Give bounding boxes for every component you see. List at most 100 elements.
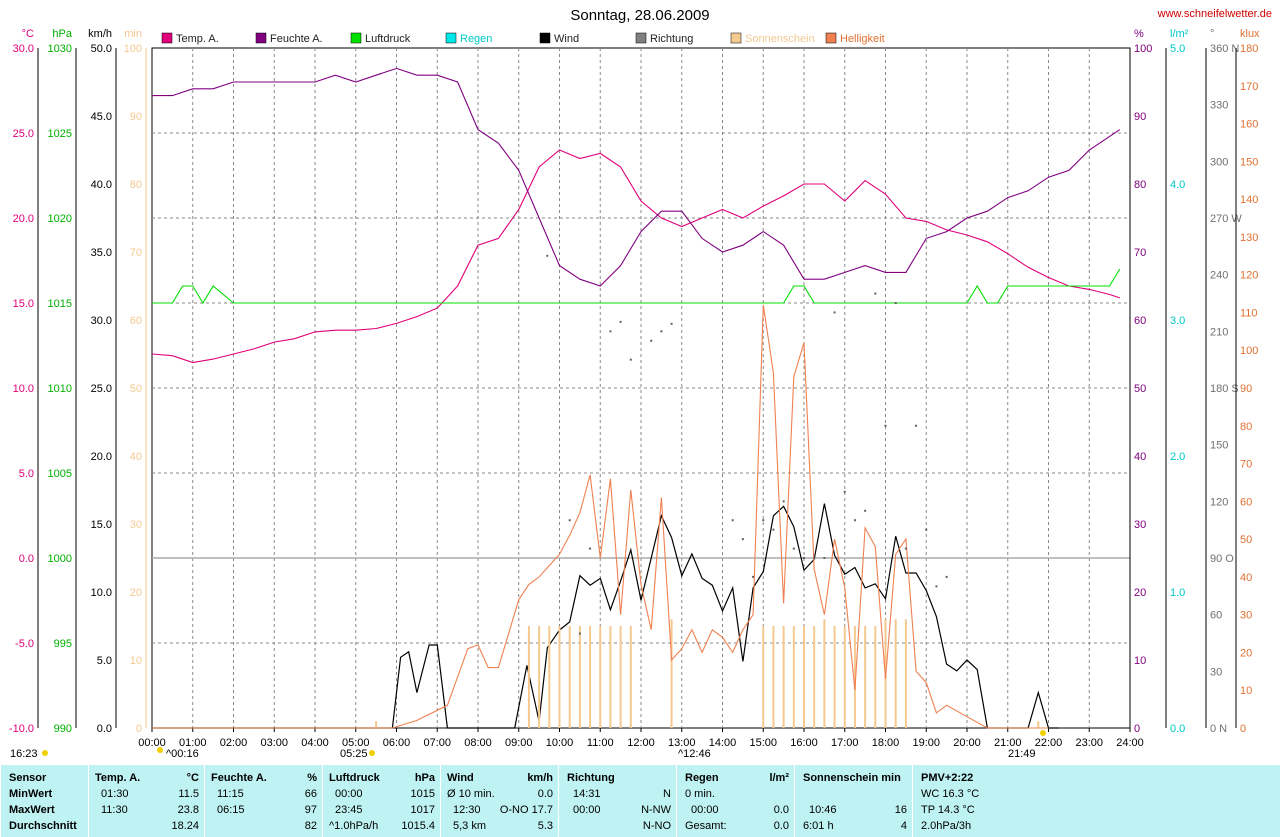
direction-point-24 (874, 292, 877, 295)
direction-point-13 (762, 519, 765, 522)
right-tick-3-14: 40 (1240, 572, 1252, 584)
row-label-avg: Durchschnitt (9, 820, 77, 832)
temp-max: 23.8 (177, 804, 199, 816)
series-line-0 (151, 149, 1120, 364)
direction-point-4 (609, 330, 612, 333)
sunrise-marker-label: ^00:16 (166, 748, 199, 760)
temp-max-time: 11:30 (101, 804, 128, 816)
left-tick-1-5: 1005 (48, 468, 72, 480)
direction-point-23 (864, 509, 867, 512)
left-tick-1-3: 1015 (48, 298, 72, 310)
left-tick-0-5: 5.0 (19, 468, 34, 480)
row-label-max: MaxWert (9, 804, 55, 816)
right-tick-0-7: 30 (1134, 519, 1146, 531)
dir-min-time: 14:31 (573, 788, 601, 800)
press-max: 1017 (410, 804, 435, 816)
right-tick-3-7: 110 (1240, 307, 1258, 319)
right-tick-3-9: 90 (1240, 383, 1252, 395)
legend-swatch-4 (539, 32, 551, 44)
right-tick-0-5: 50 (1134, 383, 1146, 395)
left-tick-3-3: 70 (130, 247, 142, 259)
direction-point-10 (731, 519, 734, 522)
hum-max-time: 06:15 (217, 804, 245, 816)
hum-max: 97 (304, 804, 317, 816)
left-tick-2-4: 30.0 (91, 315, 112, 327)
x-tick-label-5: 05:00 (342, 737, 370, 749)
left-tick-2-2: 40.0 (91, 179, 112, 191)
dir-avg: N-NO (642, 820, 671, 832)
direction-point-2 (578, 632, 581, 635)
wind-min: 0.0 (537, 788, 553, 800)
rain-total: 0.0 (773, 820, 789, 832)
press-max-time: 23:45 (335, 804, 363, 816)
direction-point-1 (568, 519, 571, 522)
hum-min: 66 (304, 788, 317, 800)
temp-unit: °C (186, 772, 199, 784)
left-tick-0-1: 25.0 (13, 128, 34, 140)
right-tick-3-15: 30 (1240, 610, 1252, 622)
temp-min-time: 01:30 (101, 788, 129, 800)
left-tick-3-9: 10 (130, 655, 142, 667)
direction-point-11 (741, 538, 744, 541)
right-tick-2-6: 180 S (1210, 383, 1239, 395)
weather-chart: Sonntag, 28.06.2009 www.schneifelwetter.d… (9, 7, 1272, 760)
left-tick-1-2: 1020 (48, 213, 72, 225)
source-label: www.schneifelwetter.de (1157, 8, 1272, 20)
left-tick-3-4: 60 (130, 315, 142, 327)
direction-point-3 (589, 547, 592, 550)
direction-point-14 (772, 528, 775, 531)
direction-point-22 (853, 519, 856, 522)
right-tick-2-4: 240 (1210, 270, 1228, 282)
summary-col-press: Luftdruck hPa 00:00 1015 23:45 1017 ^1.0hPa… (322, 765, 441, 837)
left-tick-2-5: 25.0 (91, 383, 112, 395)
dir-max: N-NW (641, 804, 671, 816)
right-tick-2-2: 300 (1210, 156, 1228, 168)
right-tick-0-2: 80 (1134, 179, 1146, 191)
wind-distance: 5,3 km (453, 820, 487, 832)
right-axis-unit-2: ° (1210, 28, 1214, 40)
x-tick-label-18: 18:00 (872, 737, 900, 749)
wind-header: Wind (447, 772, 474, 784)
left-tick-0-0: 30.0 (13, 43, 34, 55)
legend-swatch-3 (445, 32, 457, 44)
right-tick-3-16: 20 (1240, 647, 1252, 659)
right-tick-1-0: 5.0 (1170, 43, 1185, 55)
left-tick-2-8: 10.0 (91, 587, 112, 599)
right-tick-0-9: 10 (1134, 655, 1146, 667)
sun-max: 16 (894, 804, 907, 816)
press-unit: hPa (414, 772, 435, 784)
left-axis-unit-2: km/h (88, 28, 112, 40)
left-tick-0-3: 15.0 (13, 298, 34, 310)
direction-point-7 (650, 339, 653, 342)
direction-point-21 (843, 490, 846, 493)
right-tick-2-0: 360 N (1210, 43, 1239, 55)
hum-unit: % (307, 772, 317, 784)
right-tick-2-3: 270 W (1210, 213, 1242, 225)
sun-icon-0 (42, 750, 48, 756)
right-tick-1-1: 4.0 (1170, 179, 1185, 191)
direction-point-8 (660, 330, 663, 333)
legend-swatch-0 (161, 32, 173, 44)
dir-header: Richtung (567, 772, 615, 784)
left-tick-0-4: 10.0 (13, 383, 34, 395)
direction-point-30 (935, 585, 938, 588)
right-tick-2-11: 30 (1210, 666, 1222, 678)
hum-min-time: 11:15 (217, 788, 244, 800)
press-min-time: 00:00 (335, 788, 363, 800)
right-tick-3-12: 60 (1240, 496, 1252, 508)
right-tick-2-9: 90 O (1210, 553, 1234, 565)
right-axis-unit-3: klux (1240, 28, 1260, 40)
left-tick-1-1: 1025 (48, 128, 72, 140)
legend-label-5: Richtung (650, 33, 693, 45)
right-tick-3-0: 180 (1240, 43, 1258, 55)
x-tick-label-7: 07:00 (423, 737, 451, 749)
wind-unit: km/h (527, 772, 553, 784)
x-tick-label-2: 02:00 (220, 737, 248, 749)
x-tick-label-20: 20:00 (953, 737, 981, 749)
rain-header: Regen (685, 772, 719, 784)
press-avg: 1015.4 (401, 820, 435, 832)
wind-max: O-NO 17.7 (499, 804, 553, 816)
x-tick-label-10: 10:00 (546, 737, 574, 749)
direction-point-27 (904, 547, 907, 550)
press-header: Luftdruck (329, 772, 380, 784)
